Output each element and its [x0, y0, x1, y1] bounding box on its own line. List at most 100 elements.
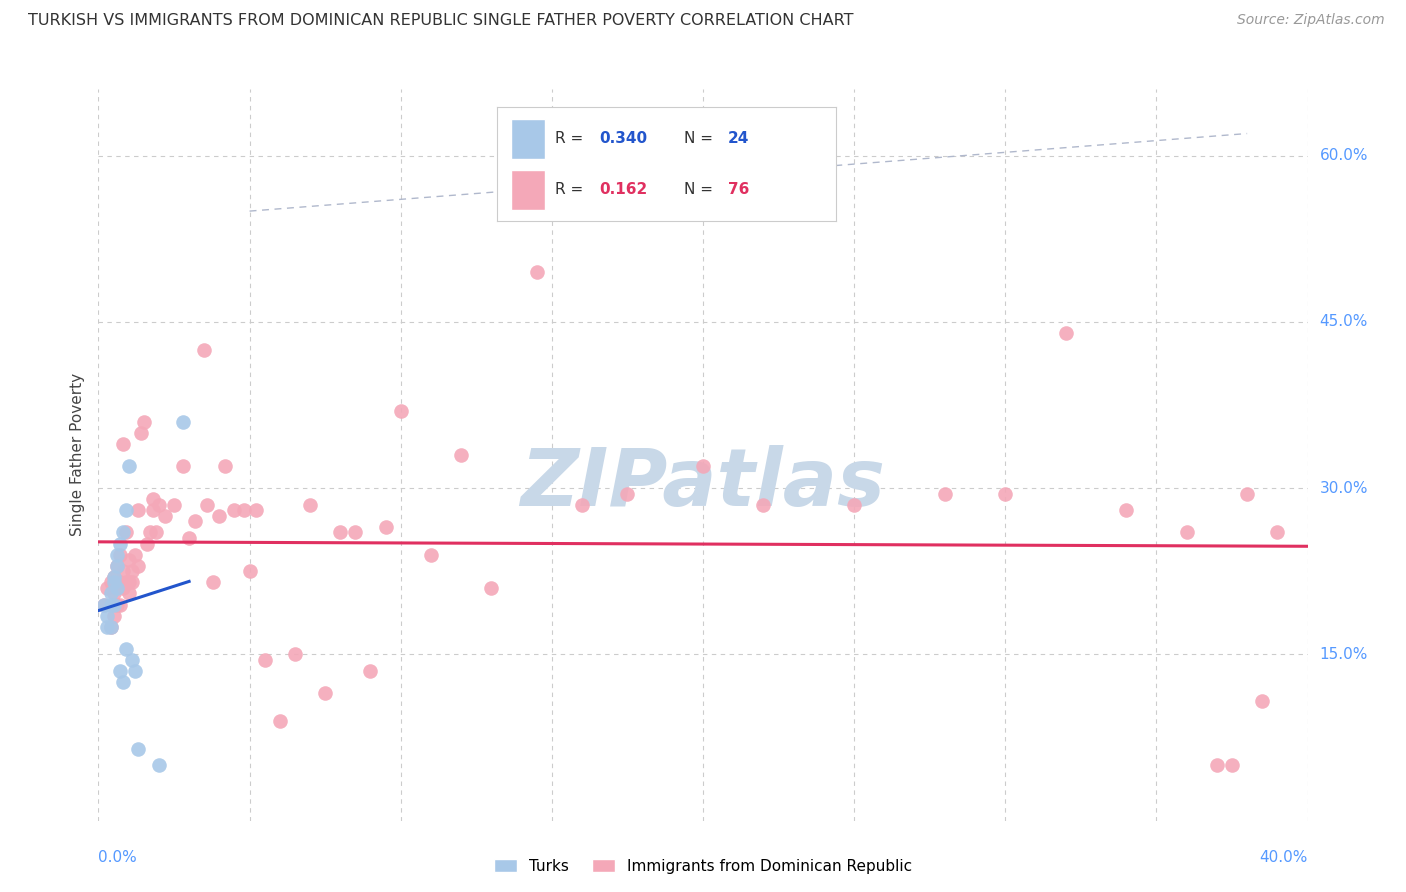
- Point: [1054, 326, 1077, 340]
- Point: [121, 575, 143, 590]
- Text: TURKISH VS IMMIGRANTS FROM DOMINICAN REPUBLIC SINGLE FATHER POVERTY CORRELATION : TURKISH VS IMMIGRANTS FROM DOMINICAN REP…: [28, 13, 853, 29]
- Point: [100, 598, 122, 612]
- Point: [142, 503, 165, 517]
- Point: [269, 714, 291, 728]
- Point: [103, 598, 125, 612]
- Point: [105, 558, 128, 573]
- Point: [114, 503, 136, 517]
- Point: [253, 653, 276, 667]
- Point: [118, 575, 141, 590]
- Y-axis label: Single Father Poverty: Single Father Poverty: [69, 374, 84, 536]
- Point: [129, 425, 152, 440]
- Point: [108, 536, 131, 550]
- Point: [103, 570, 125, 584]
- Point: [93, 598, 115, 612]
- Point: [571, 498, 593, 512]
- Point: [1265, 525, 1288, 540]
- Point: [100, 575, 122, 590]
- Point: [111, 564, 134, 578]
- Point: [124, 664, 146, 678]
- Point: [202, 575, 225, 590]
- Point: [118, 553, 141, 567]
- Point: [193, 343, 215, 357]
- Point: [419, 548, 441, 562]
- Point: [108, 598, 131, 612]
- Point: [103, 575, 125, 590]
- Point: [299, 498, 322, 512]
- Point: [1236, 486, 1258, 500]
- Point: [103, 570, 125, 584]
- Point: [142, 492, 165, 507]
- Point: [96, 620, 118, 634]
- Point: [114, 641, 136, 656]
- Point: [121, 653, 143, 667]
- Point: [616, 486, 638, 500]
- Text: 60.0%: 60.0%: [1320, 148, 1368, 163]
- Point: [108, 548, 131, 562]
- Point: [153, 508, 176, 523]
- Point: [177, 531, 201, 545]
- Point: [93, 598, 115, 612]
- Point: [184, 515, 207, 529]
- Point: [114, 525, 136, 540]
- Point: [526, 265, 548, 279]
- Point: [127, 741, 149, 756]
- Point: [934, 486, 956, 500]
- Point: [127, 558, 149, 573]
- Point: [139, 525, 162, 540]
- Point: [100, 586, 122, 600]
- Point: [214, 458, 236, 473]
- Point: [994, 486, 1017, 500]
- Point: [108, 664, 131, 678]
- Point: [172, 458, 194, 473]
- Point: [1115, 503, 1137, 517]
- Point: [132, 415, 155, 429]
- Point: [105, 581, 128, 595]
- Point: [208, 508, 231, 523]
- Point: [374, 520, 396, 534]
- Point: [105, 558, 128, 573]
- Point: [163, 498, 186, 512]
- Legend: Turks, Immigrants from Dominican Republic: Turks, Immigrants from Dominican Republi…: [488, 853, 918, 880]
- Text: ZIPatlas: ZIPatlas: [520, 445, 886, 524]
- Point: [344, 525, 367, 540]
- Point: [450, 448, 472, 462]
- Point: [96, 581, 118, 595]
- Point: [284, 648, 307, 662]
- Point: [111, 525, 134, 540]
- Point: [1251, 694, 1274, 708]
- Point: [118, 586, 141, 600]
- Point: [1175, 525, 1198, 540]
- Point: [692, 458, 714, 473]
- Text: 0.0%: 0.0%: [98, 850, 138, 865]
- Text: 15.0%: 15.0%: [1320, 647, 1368, 662]
- Point: [232, 503, 254, 517]
- Point: [124, 548, 146, 562]
- Point: [360, 664, 382, 678]
- Text: 30.0%: 30.0%: [1320, 481, 1368, 496]
- Text: 40.0%: 40.0%: [1260, 850, 1308, 865]
- Point: [114, 575, 136, 590]
- Point: [844, 498, 866, 512]
- Point: [1206, 758, 1229, 772]
- Point: [481, 581, 503, 595]
- Text: Source: ZipAtlas.com: Source: ZipAtlas.com: [1237, 13, 1385, 28]
- Point: [111, 581, 134, 595]
- Point: [329, 525, 352, 540]
- Point: [105, 598, 128, 612]
- Point: [108, 575, 131, 590]
- Point: [111, 675, 134, 690]
- Point: [148, 498, 170, 512]
- Point: [127, 503, 149, 517]
- Point: [121, 564, 143, 578]
- Point: [224, 503, 246, 517]
- Point: [135, 536, 157, 550]
- Text: 45.0%: 45.0%: [1320, 315, 1368, 329]
- Point: [172, 415, 194, 429]
- Point: [100, 620, 122, 634]
- Point: [103, 586, 125, 600]
- Point: [118, 458, 141, 473]
- Point: [105, 548, 128, 562]
- Point: [96, 608, 118, 623]
- Point: [195, 498, 218, 512]
